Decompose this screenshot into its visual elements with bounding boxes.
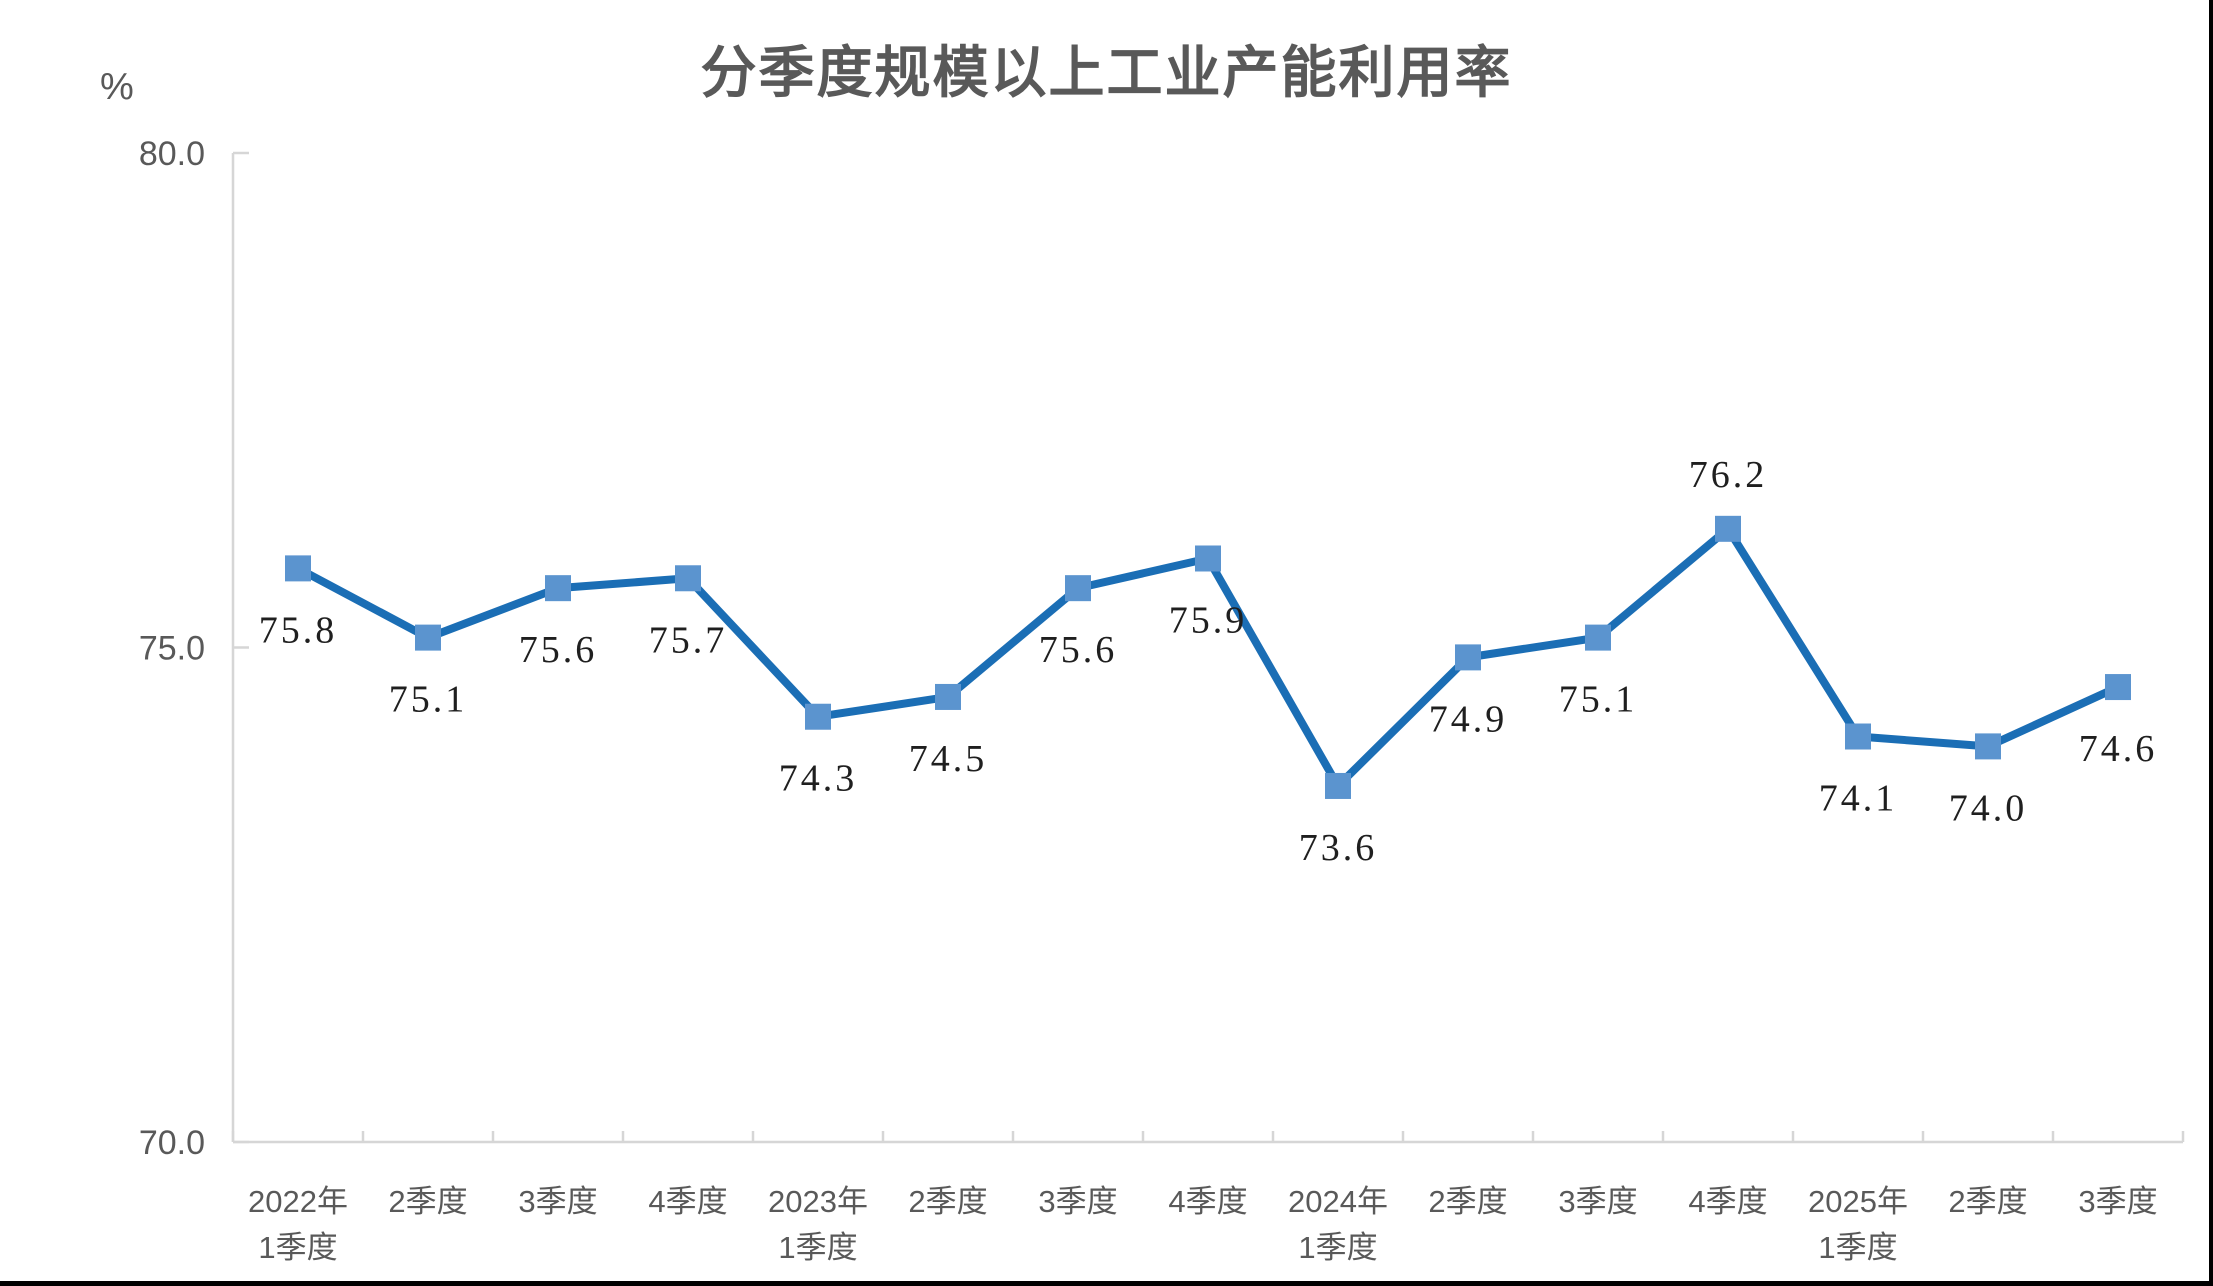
data-point-label: 75.8 <box>259 609 338 651</box>
x-tick-label: 2季度 <box>1948 1184 2027 1219</box>
x-tick-label: 1季度 <box>1818 1230 1897 1265</box>
window-bottom-border <box>0 1281 2213 1286</box>
x-tick-label: 2季度 <box>388 1184 467 1219</box>
x-tick-label: 2023年 <box>768 1184 868 1219</box>
data-point-marker <box>1845 723 1871 750</box>
chart-title: 分季度规模以上工业产能利用率 <box>700 41 1513 104</box>
data-point-label: 74.0 <box>1949 787 2028 829</box>
data-point-marker <box>1585 624 1611 651</box>
data-point-label: 74.9 <box>1429 698 1508 740</box>
x-tick-label: 3季度 <box>1558 1184 1637 1219</box>
data-point-marker <box>1325 772 1351 799</box>
x-tick-label: 3季度 <box>2078 1184 2157 1219</box>
data-point-marker <box>1065 575 1091 602</box>
data-point-marker <box>415 624 441 651</box>
x-tick-label: 1季度 <box>778 1230 857 1265</box>
data-point-label: 75.6 <box>1039 629 1118 671</box>
x-tick-label: 1季度 <box>258 1230 337 1265</box>
x-tick-label: 4季度 <box>648 1184 727 1219</box>
data-point-label: 75.9 <box>1169 599 1248 641</box>
data-point-label: 74.3 <box>779 758 858 800</box>
data-point-marker <box>545 575 571 602</box>
data-point-marker <box>1195 545 1221 572</box>
y-tick-label: 75.0 <box>139 630 205 668</box>
data-point-label: 73.6 <box>1299 827 1378 869</box>
x-tick-label: 4季度 <box>1688 1184 1767 1219</box>
x-tick-label: 2024年 <box>1288 1184 1388 1219</box>
data-point-label: 75.1 <box>389 679 468 721</box>
data-point-label: 74.5 <box>909 738 988 780</box>
data-point-marker <box>2105 674 2131 701</box>
data-point-label: 74.6 <box>2079 728 2158 770</box>
x-tick-label: 4季度 <box>1168 1184 1247 1219</box>
x-tick-label: 2季度 <box>1428 1184 1507 1219</box>
data-point-marker <box>805 703 831 730</box>
x-tick-label: 3季度 <box>518 1184 597 1219</box>
x-tick-label: 1季度 <box>1298 1230 1377 1265</box>
data-point-marker <box>935 683 961 710</box>
data-point-marker <box>285 555 311 582</box>
x-tick-label: 2025年 <box>1808 1184 1908 1219</box>
data-point-label: 75.7 <box>649 619 728 661</box>
data-point-label: 74.1 <box>1819 778 1898 820</box>
data-point-marker <box>1715 515 1741 542</box>
y-tick-label: 70.0 <box>139 1124 205 1162</box>
y-tick-label: 80.0 <box>139 135 205 173</box>
data-point-label: 75.1 <box>1559 679 1638 721</box>
x-tick-label: 3季度 <box>1038 1184 1117 1219</box>
y-axis-unit-label: % <box>100 66 134 108</box>
window-right-border <box>2209 0 2213 1286</box>
x-tick-label: 2022年 <box>248 1184 348 1219</box>
data-point-label: 75.6 <box>519 629 598 671</box>
data-point-marker <box>675 565 701 592</box>
data-point-label: 76.2 <box>1689 454 1768 496</box>
x-tick-label: 2季度 <box>908 1184 987 1219</box>
data-point-marker <box>1455 644 1481 671</box>
data-point-marker <box>1975 733 2001 760</box>
